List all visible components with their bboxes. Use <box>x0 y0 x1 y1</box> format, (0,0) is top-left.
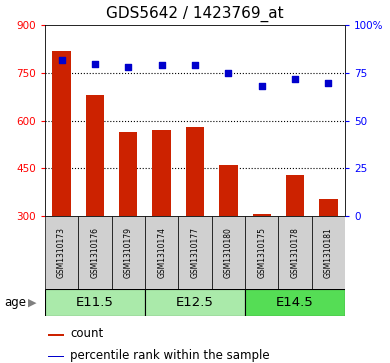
Point <box>58 57 65 62</box>
Bar <box>152 130 171 216</box>
Bar <box>48 356 64 357</box>
Bar <box>45 216 78 289</box>
Text: GDS5642 / 1423769_at: GDS5642 / 1423769_at <box>106 5 284 22</box>
Text: E14.5: E14.5 <box>276 296 314 309</box>
Text: GSM1310175: GSM1310175 <box>257 227 266 278</box>
Text: age: age <box>4 296 26 309</box>
Point <box>325 79 332 85</box>
Text: GSM1310173: GSM1310173 <box>57 227 66 278</box>
Point <box>292 76 298 82</box>
Bar <box>319 199 338 216</box>
Bar <box>45 289 145 316</box>
Text: GSM1310178: GSM1310178 <box>291 227 300 278</box>
Text: GSM1310174: GSM1310174 <box>157 227 166 278</box>
Point <box>92 61 98 66</box>
Bar <box>245 216 278 289</box>
Bar <box>312 216 345 289</box>
Text: E11.5: E11.5 <box>76 296 114 309</box>
Bar <box>145 216 178 289</box>
Point <box>125 65 131 70</box>
Bar <box>186 127 204 216</box>
Bar <box>78 216 112 289</box>
Bar <box>145 289 245 316</box>
Bar <box>278 216 312 289</box>
Bar <box>219 165 238 216</box>
Bar <box>86 95 104 216</box>
Point <box>225 70 232 76</box>
Bar <box>178 216 212 289</box>
Bar <box>286 175 304 216</box>
Text: count: count <box>70 327 104 340</box>
Bar <box>212 216 245 289</box>
Text: percentile rank within the sample: percentile rank within the sample <box>70 349 270 362</box>
Text: ▶: ▶ <box>28 297 37 307</box>
Text: GSM1310179: GSM1310179 <box>124 227 133 278</box>
Text: GSM1310181: GSM1310181 <box>324 227 333 278</box>
Text: GSM1310180: GSM1310180 <box>224 227 233 278</box>
Bar <box>253 215 271 216</box>
Point <box>192 62 198 68</box>
Bar <box>112 216 145 289</box>
Bar <box>52 51 71 216</box>
Text: E12.5: E12.5 <box>176 296 214 309</box>
Point <box>158 62 165 68</box>
Text: GSM1310177: GSM1310177 <box>190 227 200 278</box>
Bar <box>48 334 64 336</box>
Point <box>259 83 265 89</box>
Bar <box>245 289 345 316</box>
Text: GSM1310176: GSM1310176 <box>90 227 99 278</box>
Bar <box>119 132 137 216</box>
